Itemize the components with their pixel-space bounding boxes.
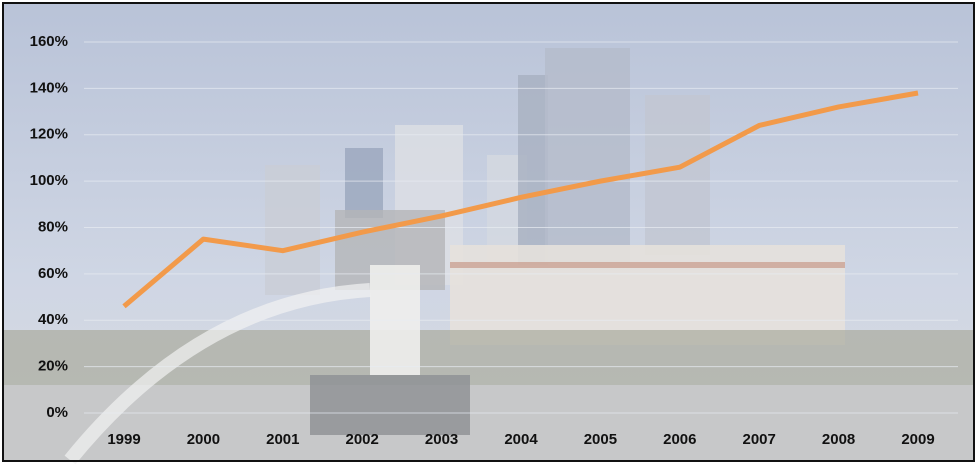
x-tick-label: 2007 (743, 431, 776, 448)
x-tick-label: 2000 (187, 431, 220, 448)
series-line (122, 90, 919, 309)
y-tick-label: 160% (30, 33, 68, 50)
background-photo (3, 3, 974, 465)
y-tick-label: 40% (38, 311, 68, 328)
y-tick-label: 20% (38, 358, 68, 375)
y-tick-label: 0% (46, 404, 68, 421)
y-tick-label: 60% (38, 265, 68, 282)
x-tick-label: 2003 (425, 431, 458, 448)
x-tick-label: 1999 (107, 431, 140, 448)
x-tick-label: 2005 (584, 431, 617, 448)
x-tick-label: 2004 (504, 431, 538, 448)
x-tick-label: 2006 (663, 431, 696, 448)
y-tick-label: 140% (30, 79, 68, 96)
y-tick-label: 100% (30, 172, 68, 189)
x-tick-label: 2008 (822, 431, 855, 448)
x-tick-label: 2002 (346, 431, 379, 448)
x-tick-label: 2001 (266, 431, 299, 448)
x-tick-label: 2009 (901, 431, 934, 448)
y-tick-label: 120% (30, 126, 68, 143)
y-tick-label: 80% (38, 218, 68, 235)
